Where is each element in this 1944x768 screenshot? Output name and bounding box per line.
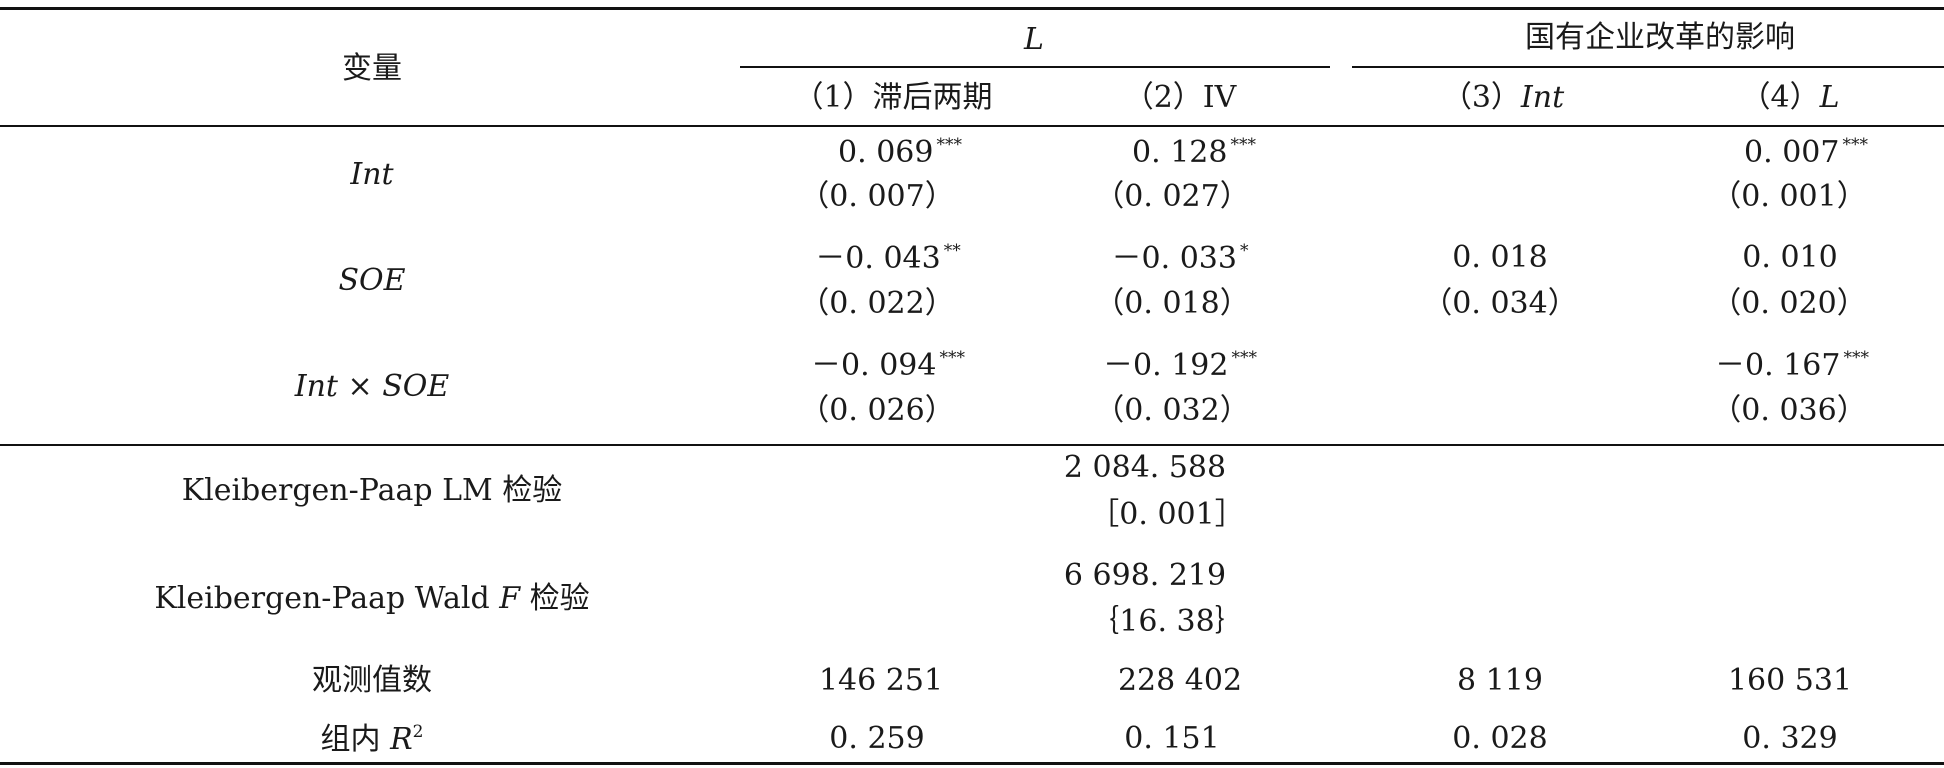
int-soe-col4-coef: －0. 167 *** [1715, 348, 1869, 383]
r2-col4: 0. 329 [1742, 721, 1838, 756]
col4-header: （4）L [1740, 80, 1840, 115]
row-label-int-x-soe: Int × SOE [294, 369, 450, 404]
int-col1-se: （0. 007） [799, 179, 955, 214]
soe-col1-coef: －0. 043 ** [815, 241, 961, 276]
row-label-int: Int [350, 157, 394, 192]
kp-wald-critical: ｛16. 38｝ [1089, 604, 1245, 639]
top-rule [0, 7, 1944, 10]
soe-col4-se: （0. 020） [1711, 286, 1867, 321]
coef-bottom-rule [0, 444, 1944, 446]
soe-col3-se: （0. 034） [1422, 286, 1578, 321]
row-label-observations: 观测值数 [312, 663, 432, 698]
int-col4-coef: 0. 007 *** [1744, 135, 1868, 170]
obs-col3: 8 119 [1457, 663, 1543, 698]
kp-lm-pvalue: ［0. 001］ [1089, 497, 1245, 532]
variable-header: 变量 [342, 51, 402, 86]
kp-wald-value: 6 698. 219 [1063, 558, 1227, 593]
group-header-L: L [1024, 22, 1044, 57]
row-label-within-r2: 组内 R2 [320, 722, 424, 757]
r2-col1: 0. 259 [829, 721, 925, 756]
col2-header: （2）IV [1123, 80, 1237, 115]
r2-col3: 0. 028 [1452, 721, 1548, 756]
int-col2-coef: 0. 128 *** [1132, 135, 1256, 170]
group-reform-underline [1352, 66, 1944, 68]
col3-header: （3）Int [1441, 80, 1565, 115]
row-label-soe: SOE [338, 263, 406, 298]
soe-col4-coef: 0. 010 [1742, 240, 1838, 275]
int-col1-coef: 0. 069 *** [838, 135, 962, 170]
col1-header: （1）滞后两期 [793, 80, 993, 115]
row-label-kp-lm: Kleibergen-Paap LM 检验 [181, 473, 563, 508]
obs-col2: 228 402 [1117, 663, 1243, 698]
group-L-underline [740, 66, 1330, 68]
header-bottom-rule [0, 125, 1944, 127]
row-label-kp-wald: Kleibergen-Paap Wald F 检验 [154, 581, 590, 616]
int-col2-se: （0. 027） [1094, 179, 1250, 214]
kp-lm-value: 2 084. 588 [1063, 450, 1227, 485]
bottom-rule [0, 762, 1944, 765]
soe-col1-se: （0. 022） [799, 286, 955, 321]
int-soe-col1-coef: －0. 094 *** [811, 348, 965, 383]
int-soe-col4-se: （0. 036） [1711, 393, 1867, 428]
soe-col2-se: （0. 018） [1094, 286, 1250, 321]
obs-col1: 146 251 [818, 663, 944, 698]
soe-col2-coef: －0. 033 * [1111, 241, 1249, 276]
int-col4-se: （0. 001） [1711, 179, 1867, 214]
int-soe-col2-coef: －0. 192 *** [1103, 348, 1257, 383]
obs-col4: 160 531 [1727, 663, 1853, 698]
soe-col3-coef: 0. 018 [1452, 240, 1548, 275]
int-soe-col1-se: （0. 026） [799, 393, 955, 428]
group-header-reform: 国有企业改革的影响 [1525, 20, 1795, 55]
r2-col2: 0. 151 [1124, 721, 1220, 756]
int-soe-col2-se: （0. 032） [1094, 393, 1250, 428]
